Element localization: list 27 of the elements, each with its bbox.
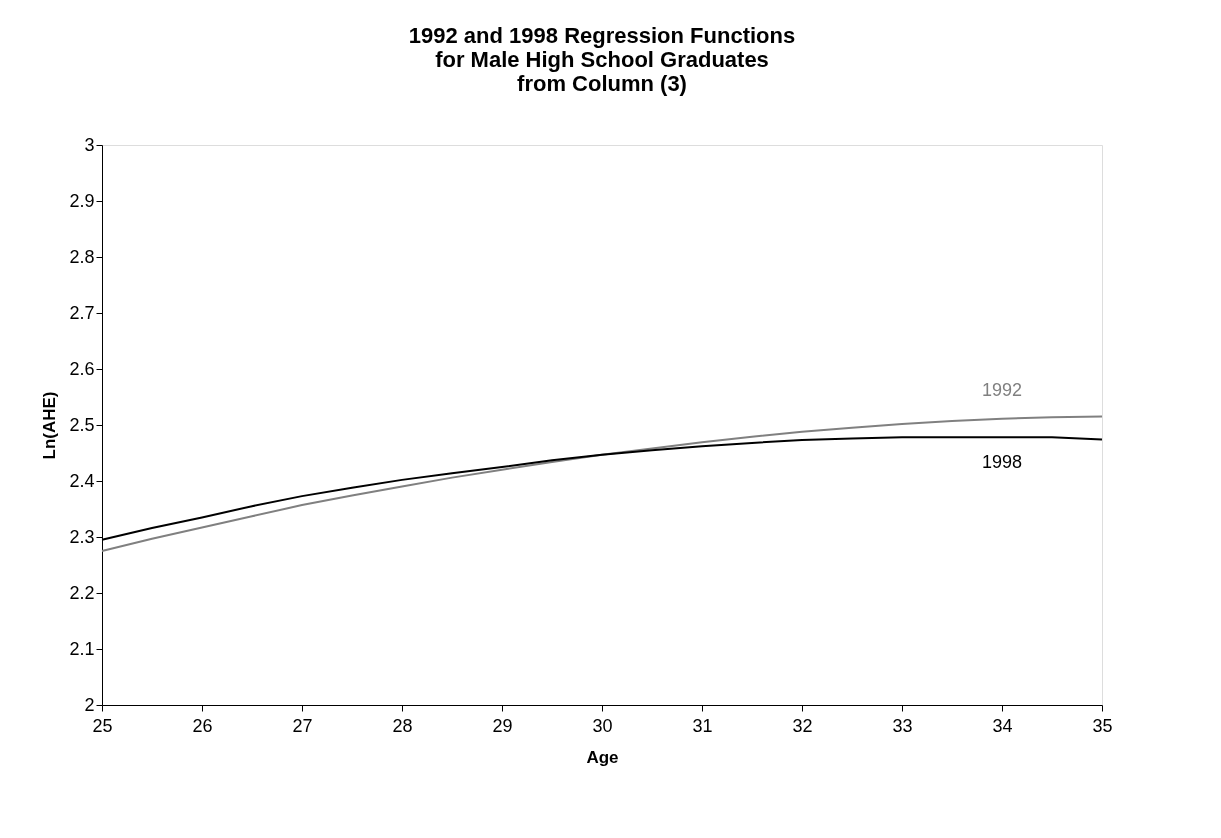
y-tick-label: 2.2	[69, 582, 95, 603]
x-tick-label: 34	[992, 715, 1013, 736]
y-tick-label: 2.1	[69, 638, 95, 659]
y-tick-label: 2.9	[69, 190, 95, 211]
y-tick-label: 2.4	[69, 470, 95, 491]
y-tick-label: 3	[84, 134, 95, 155]
y-tick-label: 2.3	[69, 526, 95, 547]
x-tick-label: 31	[692, 715, 713, 736]
series-label: 1998	[981, 452, 1023, 473]
y-tick-label: 2	[84, 694, 95, 715]
x-tick-label: 32	[792, 715, 813, 736]
x-tick-label: 27	[292, 715, 313, 736]
x-tick-label: 25	[92, 715, 113, 736]
x-tick-label: 29	[492, 715, 513, 736]
x-tick-label: 35	[1092, 715, 1113, 736]
x-axis-title: Age	[586, 747, 619, 767]
y-tick-label: 2.5	[69, 414, 95, 435]
series-label: 1992	[981, 379, 1023, 400]
y-tick-label: 2.8	[69, 246, 95, 267]
x-tick-label: 26	[192, 715, 213, 736]
y-axis-title: Ln(AHE)	[40, 391, 60, 460]
chart-title: 1992 and 1998 Regression Functions for Male High School Graduates from Column (3)	[408, 23, 796, 96]
x-tick-label: 33	[892, 715, 913, 736]
x-tick-label: 30	[592, 715, 613, 736]
x-tick-label: 28	[392, 715, 413, 736]
y-tick-label: 2.7	[69, 302, 95, 323]
y-tick-label: 2.6	[69, 358, 95, 379]
